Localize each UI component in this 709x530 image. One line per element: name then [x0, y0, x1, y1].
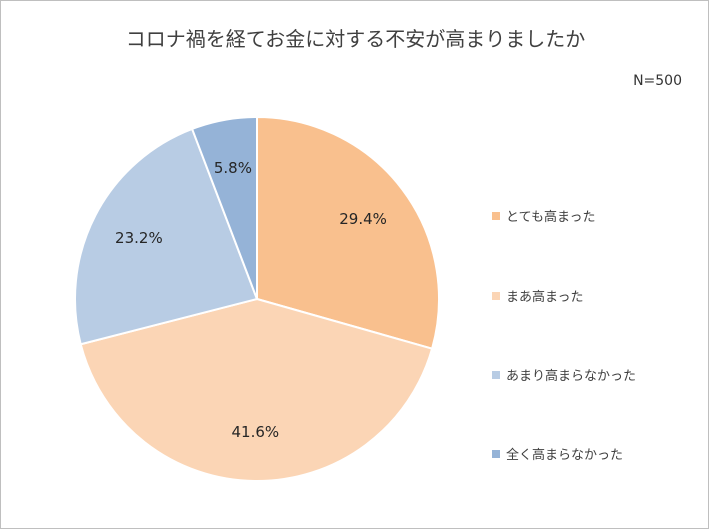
legend-swatch-1 [492, 211, 500, 220]
data-label-3: 23.2% [115, 229, 163, 247]
data-label-1: 29.4% [339, 210, 387, 228]
legend-swatch-2 [492, 291, 500, 300]
legend-item-1: とても高まった [492, 206, 595, 225]
legend-swatch-4 [492, 449, 500, 458]
legend-swatch-3 [492, 370, 500, 379]
legend-label-2: まあ高まった [506, 290, 584, 305]
sample-size-label: N=500 [633, 73, 682, 89]
data-label-4: 5.8% [214, 159, 252, 177]
legend-label-4: 全く高まらなかった [506, 448, 624, 463]
legend-item-2: まあ高まった [492, 286, 583, 305]
data-label-2: 41.6% [232, 423, 280, 441]
legend-item-4: 全く高まらなかった [492, 444, 623, 463]
legend-label-1: とても高まった [506, 210, 596, 225]
pie-slice-1 [256, 115, 440, 350]
pie-slice-2 [79, 297, 434, 482]
pie-slice-3 [74, 127, 259, 346]
chart-title: コロナ禍を経てお金に対する不安が高まりましたか [125, 27, 586, 51]
legend-label-3: あまり高まらなかった [506, 369, 637, 384]
legend-item-3: あまり高まらなかった [492, 365, 636, 384]
pie-slice-4 [190, 115, 258, 300]
